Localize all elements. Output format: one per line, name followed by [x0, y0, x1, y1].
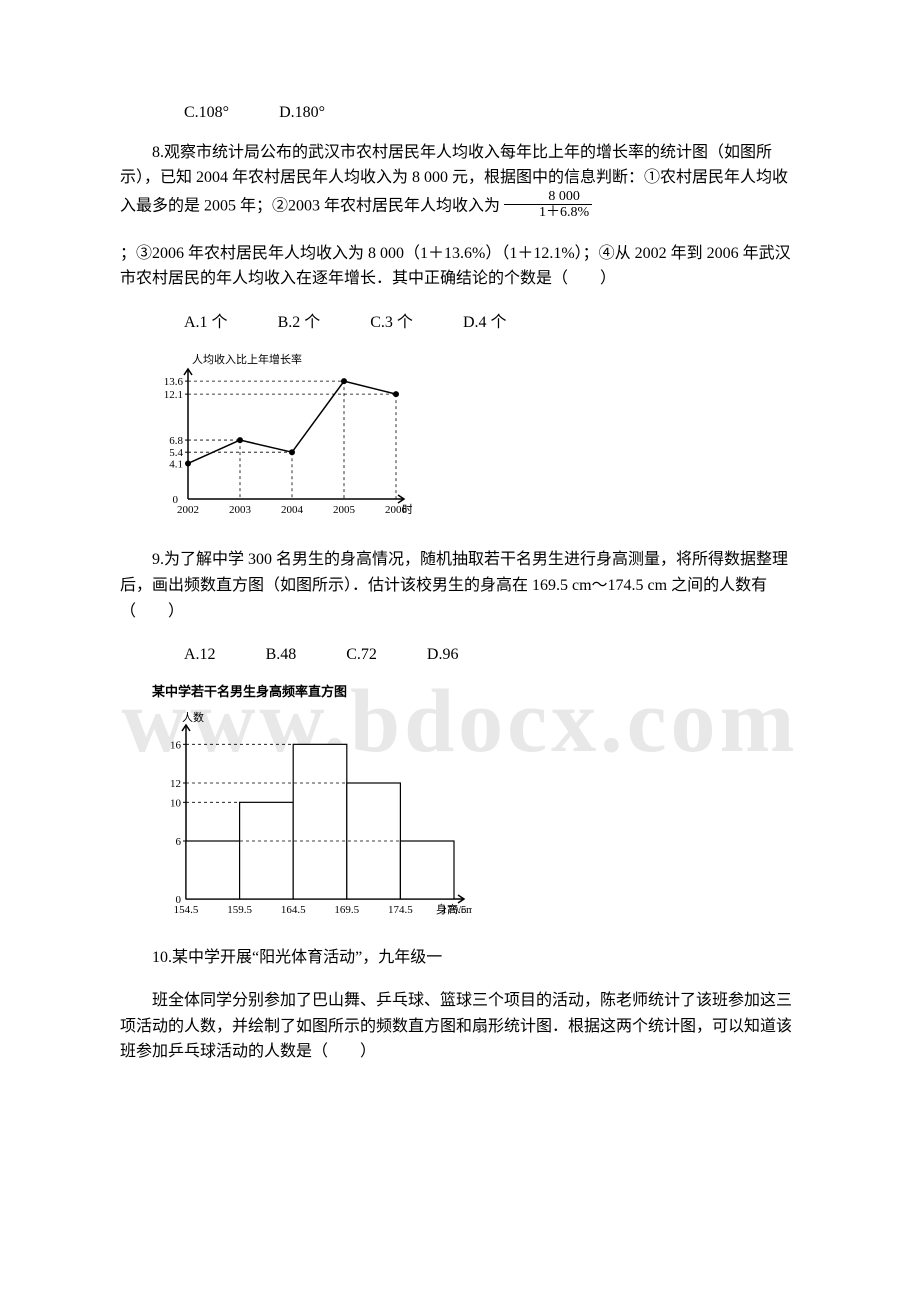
q7-options-tail: C.108° D.180° — [120, 100, 800, 126]
q9-opt-c: C.72 — [314, 642, 377, 668]
q8-opt-d: D.4 个 — [431, 310, 507, 336]
q9-opt-d: D.96 — [395, 642, 459, 668]
svg-text:169.5: 169.5 — [334, 904, 359, 916]
svg-text:6.8: 6.8 — [169, 435, 183, 447]
svg-text:人均收入比上年增长率: 人均收入比上年增长率 — [192, 352, 302, 366]
svg-text:12: 12 — [170, 778, 181, 790]
svg-text:13.6: 13.6 — [164, 376, 184, 388]
svg-text:4.1: 4.1 — [169, 459, 183, 471]
q8-frac-num: 8 000 — [504, 189, 592, 205]
svg-text:16: 16 — [170, 739, 182, 751]
q8-text: 8.观察市统计局公布的武汉市农村居民年人均收入每年比上年的增长率的统计图（如图所… — [120, 140, 800, 223]
svg-text:身高/cm: 身高/cm — [436, 902, 472, 916]
q9-text: 9.为了解中学 300 名男生的身高情况，随机抽取若干名男生进行身高测量，将所得… — [120, 547, 800, 624]
q9-options: A.12 B.48 C.72 D.96 — [120, 642, 800, 668]
svg-text:2004: 2004 — [281, 504, 304, 516]
q8-options: A.1 个 B.2 个 C.3 个 D.4 个 — [120, 310, 800, 336]
q7-opt-d: D.180° — [247, 100, 325, 126]
q8-opt-c: C.3 个 — [338, 310, 413, 336]
q8-chart-wrap: 人均收入比上年增长率04.15.46.812.113.6200220032004… — [152, 349, 800, 529]
svg-text:人数: 人数 — [182, 711, 204, 724]
q9-chart-wrap: 某中学若干名男生身高频率直方图 人数06101216154.5159.5164.… — [152, 682, 800, 927]
q8-line-chart: 人均收入比上年增长率04.15.46.812.113.6200220032004… — [152, 349, 412, 529]
svg-text:10: 10 — [170, 797, 182, 809]
q8-fraction: 8 000 1＋6.8% — [504, 189, 592, 221]
q9-chart-title: 某中学若干名男生身高频率直方图 — [152, 682, 800, 703]
q8-text-after: ；③2006 年农村居民年人均收入为 8 000（1＋13.6%）（1＋12.1… — [120, 241, 800, 292]
q8-frac-den: 1＋6.8% — [504, 205, 592, 220]
svg-text:6: 6 — [176, 836, 182, 848]
q9-opt-b: B.48 — [234, 642, 297, 668]
svg-text:2005: 2005 — [333, 504, 356, 516]
q7-opt-c: C.108° — [152, 100, 229, 126]
svg-text:12.1: 12.1 — [164, 389, 183, 401]
svg-text:159.5: 159.5 — [227, 904, 252, 916]
svg-text:2002: 2002 — [177, 504, 199, 516]
svg-text:5.4: 5.4 — [169, 448, 183, 460]
svg-text:时间/年: 时间/年 — [402, 502, 412, 516]
q9-opt-a: A.12 — [152, 642, 216, 668]
svg-text:164.5: 164.5 — [281, 904, 306, 916]
q8-opt-b: B.2 个 — [246, 310, 321, 336]
q8-opt-a: A.1 个 — [152, 310, 228, 336]
q10-line2: 班全体同学分别参加了巴山舞、乒乓球、篮球三个项目的活动，陈老师统计了该班参加这三… — [120, 988, 800, 1065]
svg-text:2003: 2003 — [229, 504, 252, 516]
q10-line1: 10.某中学开展“阳光体育活动”，九年级一 — [120, 945, 800, 971]
svg-text:174.5: 174.5 — [388, 904, 413, 916]
q8-text-before: 8.观察市统计局公布的武汉市农村居民年人均收入每年比上年的增长率的统计图（如图所… — [120, 144, 788, 215]
svg-text:154.5: 154.5 — [174, 904, 199, 916]
q9-histogram: 人数06101216154.5159.5164.5169.5174.5179.5… — [152, 707, 472, 927]
